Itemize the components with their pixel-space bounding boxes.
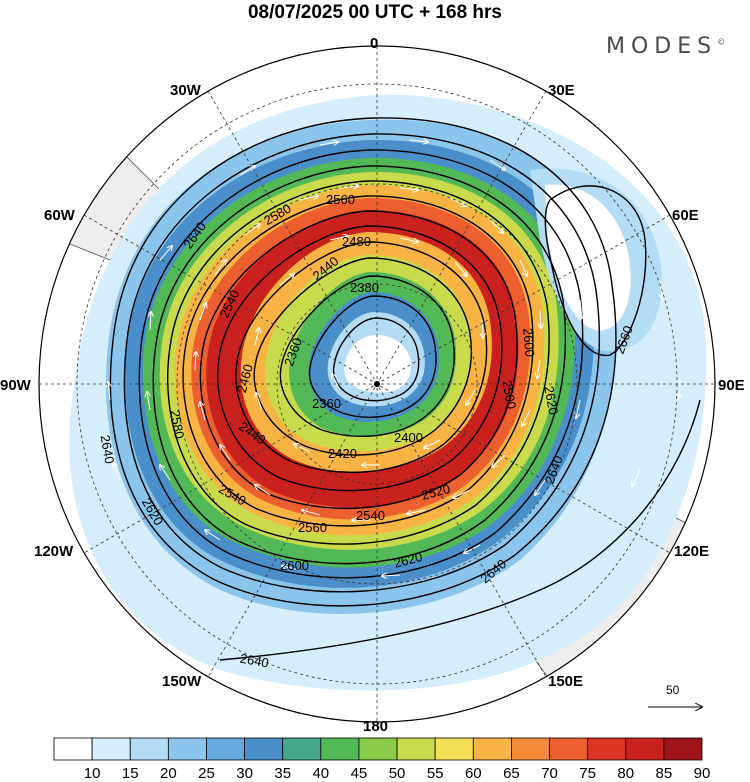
- colorbar-tick-label: 50: [389, 765, 406, 782]
- colorbar-swatch: [91, 737, 131, 761]
- colorbar-swatch: [625, 737, 665, 761]
- colorbar: 10 15 20 25 30 35 40 45 50 55 60 65 70 75 80 85 90: [53, 737, 711, 782]
- lon-label-0: 0: [370, 35, 378, 52]
- contour-label: 2560: [298, 520, 327, 535]
- band-calm: [344, 335, 412, 393]
- contour-label: 2360: [312, 396, 341, 411]
- lon-label-90e: 90E: [718, 377, 745, 394]
- longitude-labels: 0 30E 60E 90E 120E 150E 180 150W 120W 90…: [0, 35, 745, 735]
- colorbar-swatch: [320, 737, 360, 761]
- colorbar-tick-label: 80: [617, 765, 634, 782]
- contour-label: 2520: [420, 481, 452, 503]
- lon-label-60e: 60E: [672, 207, 699, 224]
- lon-label-120e: 120E: [674, 543, 709, 560]
- contour-label: 2620: [392, 549, 424, 571]
- reference-vector-value: 50: [666, 683, 680, 697]
- colorbar-swatch: [53, 737, 93, 761]
- contour-label: 2420: [328, 446, 357, 461]
- lon-label-90w: 90W: [0, 377, 32, 394]
- colorbar-tick-label: 55: [427, 765, 444, 782]
- colorbar-swatch: [587, 737, 627, 761]
- map-title: 08/07/2025 00 UTC + 168 hrs: [247, 2, 503, 23]
- colorbar-tick-label: 75: [579, 765, 596, 782]
- contour-label: 2400: [394, 430, 423, 445]
- colorbar-tick-label: 70: [541, 765, 558, 782]
- colorbar-swatch: [396, 737, 436, 761]
- colorbar-tick-label: 15: [122, 765, 139, 782]
- colorbar-tick-label: 20: [160, 765, 177, 782]
- colorbar-swatch: [434, 737, 474, 761]
- contour-label: 2500: [499, 379, 519, 410]
- colorbar-tick-label: 25: [198, 765, 215, 782]
- brand-name: MODES: [606, 34, 718, 59]
- colorbar-swatch: [663, 737, 703, 761]
- contour-label: 2380: [350, 280, 379, 295]
- lon-label-180: 180: [363, 718, 388, 735]
- contour-label: 2600: [280, 558, 309, 573]
- colorbar-tick-label: 35: [274, 765, 291, 782]
- lon-label-150w: 150W: [162, 673, 202, 690]
- colorbar-tick-label: 85: [656, 765, 673, 782]
- height-contours: [109, 117, 701, 661]
- lon-label-30e: 30E: [548, 82, 575, 99]
- contour-label: 2480: [342, 234, 371, 249]
- colorbar-swatch: [167, 737, 207, 761]
- contour-label: 2640: [98, 434, 118, 465]
- copyright-mark: ©: [717, 37, 726, 47]
- colorbar-swatch: [129, 737, 169, 761]
- contour-label: 2460: [234, 363, 256, 395]
- colorbar-tick-label: 90: [694, 765, 711, 782]
- map-border: [38, 45, 716, 723]
- lon-label-150e: 150E: [548, 673, 583, 690]
- contour-label: 2540: [356, 508, 385, 523]
- contour-label: 2580: [167, 409, 187, 440]
- contour-label: 2560: [326, 192, 355, 207]
- reference-vector: 50: [648, 683, 702, 707]
- colorbar-tick-label: 65: [503, 765, 520, 782]
- colorbar-tick-label: 60: [465, 765, 482, 782]
- colorbar-swatch: [244, 737, 284, 761]
- colorbar-tick-label: 40: [312, 765, 329, 782]
- colorbar-swatch: [358, 737, 398, 761]
- colorbar-swatch: [472, 737, 512, 761]
- colorbar-swatch: [511, 737, 550, 761]
- south-pole-marker: [374, 381, 380, 387]
- contour-label: 2620: [541, 385, 561, 416]
- colorbar-tick-label: 45: [351, 765, 368, 782]
- colorbar-tick-label: 30: [236, 765, 253, 782]
- lon-label-120w: 120W: [34, 543, 74, 560]
- colorbar-tick-label: 10: [84, 765, 101, 782]
- brand-logo: MODES©: [606, 34, 725, 59]
- colorbar-swatch: [282, 737, 322, 761]
- contour-label: 2600: [520, 327, 537, 357]
- colorbar-swatch: [549, 737, 589, 761]
- contour-label: 2640: [239, 651, 270, 671]
- lon-label-30w: 30W: [170, 82, 202, 99]
- colorbar-swatch: [206, 737, 245, 761]
- lon-label-60w: 60W: [44, 207, 76, 224]
